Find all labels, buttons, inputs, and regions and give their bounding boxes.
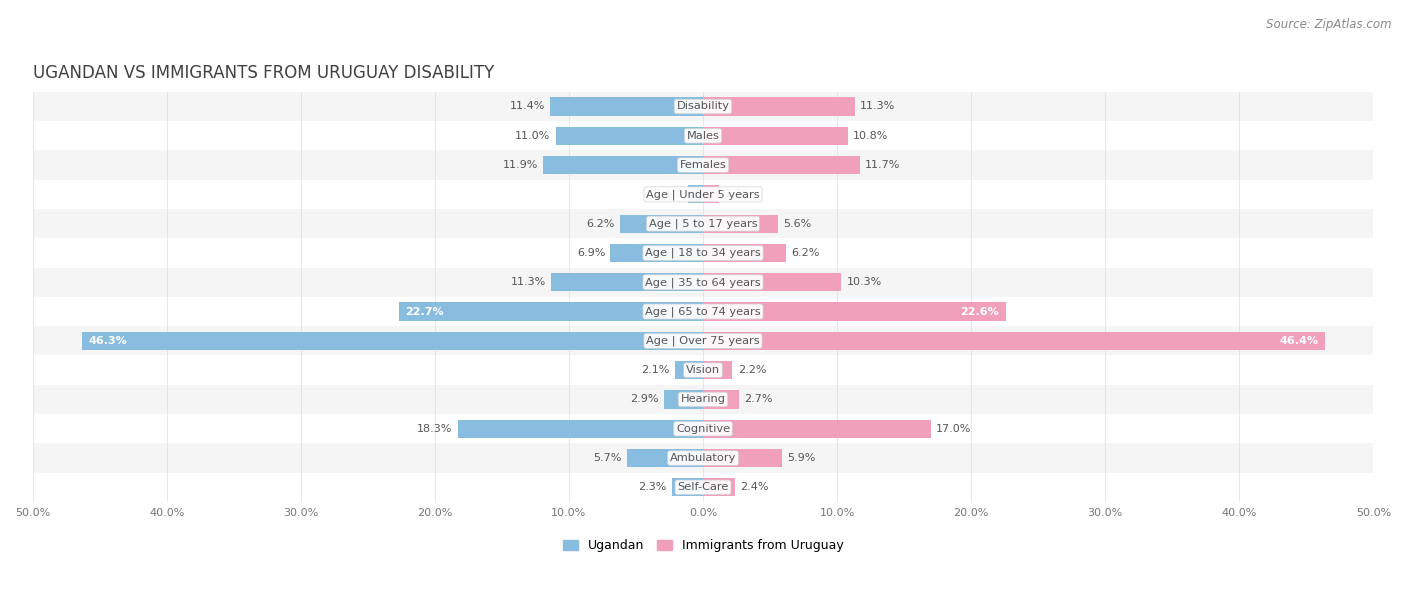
Text: 18.3%: 18.3% bbox=[418, 424, 453, 434]
Legend: Ugandan, Immigrants from Uruguay: Ugandan, Immigrants from Uruguay bbox=[558, 534, 848, 558]
Text: Hearing: Hearing bbox=[681, 395, 725, 405]
Text: 11.9%: 11.9% bbox=[503, 160, 538, 170]
Bar bbox=[32, 472, 1374, 502]
Text: 2.3%: 2.3% bbox=[638, 482, 666, 492]
Bar bbox=[32, 297, 1374, 326]
Text: UGANDAN VS IMMIGRANTS FROM URUGUAY DISABILITY: UGANDAN VS IMMIGRANTS FROM URUGUAY DISAB… bbox=[32, 64, 494, 82]
Bar bbox=[32, 92, 1374, 121]
Bar bbox=[32, 385, 1374, 414]
Bar bbox=[703, 127, 848, 145]
Text: 6.2%: 6.2% bbox=[792, 248, 820, 258]
Text: 5.6%: 5.6% bbox=[783, 218, 811, 229]
Text: Vision: Vision bbox=[686, 365, 720, 375]
Text: 5.7%: 5.7% bbox=[593, 453, 621, 463]
Text: 11.3%: 11.3% bbox=[510, 277, 546, 287]
Text: Cognitive: Cognitive bbox=[676, 424, 730, 434]
Text: 46.3%: 46.3% bbox=[89, 336, 128, 346]
Bar bbox=[32, 267, 1374, 297]
Text: Age | 18 to 34 years: Age | 18 to 34 years bbox=[645, 248, 761, 258]
Text: Males: Males bbox=[686, 131, 720, 141]
Bar bbox=[703, 420, 931, 438]
Bar bbox=[703, 449, 782, 467]
Bar bbox=[703, 273, 841, 291]
Text: 11.3%: 11.3% bbox=[860, 102, 896, 111]
Bar bbox=[703, 244, 786, 262]
Text: 22.6%: 22.6% bbox=[960, 307, 1000, 316]
Bar bbox=[32, 209, 1374, 238]
Bar bbox=[703, 361, 733, 379]
Bar bbox=[610, 244, 703, 262]
Bar bbox=[457, 420, 703, 438]
Bar bbox=[32, 443, 1374, 472]
Text: 2.2%: 2.2% bbox=[738, 365, 766, 375]
Bar bbox=[550, 97, 703, 116]
Text: 6.2%: 6.2% bbox=[586, 218, 614, 229]
Bar bbox=[703, 215, 778, 233]
Bar bbox=[32, 326, 1374, 356]
Bar bbox=[551, 273, 703, 291]
Text: 17.0%: 17.0% bbox=[936, 424, 972, 434]
Bar bbox=[32, 356, 1374, 385]
Text: 1.1%: 1.1% bbox=[655, 189, 683, 200]
Text: 11.4%: 11.4% bbox=[509, 102, 544, 111]
Bar bbox=[703, 302, 1007, 321]
Text: Source: ZipAtlas.com: Source: ZipAtlas.com bbox=[1267, 18, 1392, 31]
Text: 2.4%: 2.4% bbox=[741, 482, 769, 492]
Bar bbox=[664, 390, 703, 409]
Text: Self-Care: Self-Care bbox=[678, 482, 728, 492]
Text: Age | 35 to 64 years: Age | 35 to 64 years bbox=[645, 277, 761, 288]
Bar bbox=[703, 390, 740, 409]
Text: 11.0%: 11.0% bbox=[515, 131, 550, 141]
Text: 46.4%: 46.4% bbox=[1279, 336, 1319, 346]
Text: 2.9%: 2.9% bbox=[630, 395, 659, 405]
Text: 5.9%: 5.9% bbox=[787, 453, 815, 463]
Text: Age | 65 to 74 years: Age | 65 to 74 years bbox=[645, 306, 761, 317]
Bar bbox=[555, 127, 703, 145]
Text: Age | Over 75 years: Age | Over 75 years bbox=[647, 335, 759, 346]
Text: 10.3%: 10.3% bbox=[846, 277, 882, 287]
Text: 2.7%: 2.7% bbox=[745, 395, 773, 405]
Bar bbox=[32, 121, 1374, 151]
Bar bbox=[627, 449, 703, 467]
Text: Females: Females bbox=[679, 160, 727, 170]
Bar bbox=[82, 332, 703, 350]
Bar bbox=[620, 215, 703, 233]
Text: 2.1%: 2.1% bbox=[641, 365, 669, 375]
Bar bbox=[703, 185, 718, 203]
Bar bbox=[703, 97, 855, 116]
Text: 11.7%: 11.7% bbox=[865, 160, 901, 170]
Bar bbox=[672, 478, 703, 496]
Bar bbox=[32, 414, 1374, 443]
Text: Age | Under 5 years: Age | Under 5 years bbox=[647, 189, 759, 200]
Text: Age | 5 to 17 years: Age | 5 to 17 years bbox=[648, 218, 758, 229]
Bar bbox=[703, 156, 860, 174]
Bar bbox=[399, 302, 703, 321]
Text: 1.2%: 1.2% bbox=[724, 189, 752, 200]
Bar bbox=[32, 238, 1374, 267]
Text: 6.9%: 6.9% bbox=[576, 248, 605, 258]
Bar bbox=[32, 180, 1374, 209]
Bar bbox=[689, 185, 703, 203]
Text: 10.8%: 10.8% bbox=[853, 131, 889, 141]
Text: 22.7%: 22.7% bbox=[405, 307, 444, 316]
Bar bbox=[675, 361, 703, 379]
Bar bbox=[544, 156, 703, 174]
Text: Ambulatory: Ambulatory bbox=[669, 453, 737, 463]
Bar bbox=[703, 332, 1324, 350]
Bar bbox=[703, 478, 735, 496]
Bar bbox=[32, 151, 1374, 180]
Text: Disability: Disability bbox=[676, 102, 730, 111]
